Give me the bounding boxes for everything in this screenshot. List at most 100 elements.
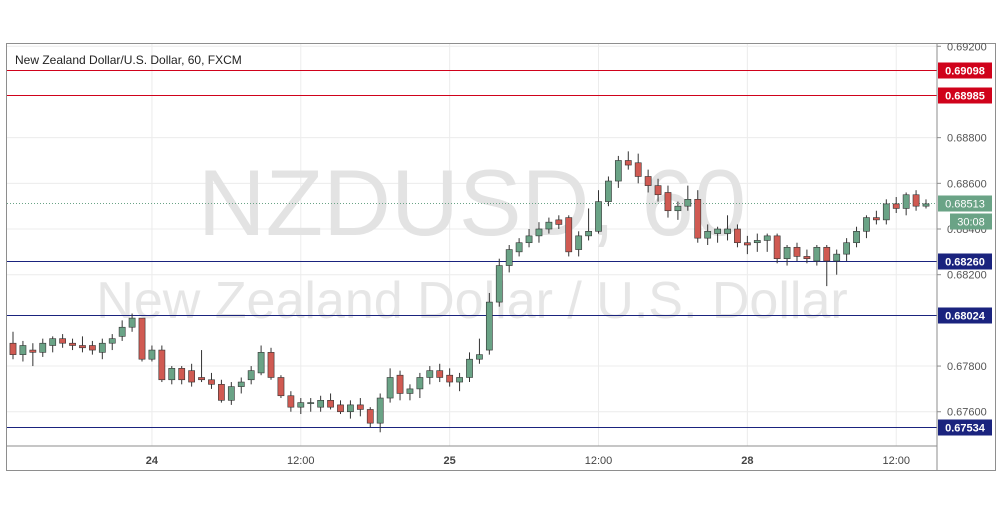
countdown-label: 30:08: [957, 217, 985, 229]
candle: [892, 197, 900, 214]
candle: [634, 153, 642, 184]
chart-panel[interactable]: [6, 43, 996, 471]
candle-body: [148, 349, 156, 360]
candle-body: [654, 185, 662, 196]
price-labels: 0.69098 0.68985 0.68260 0.68024 0.67534 0.685…: [938, 62, 992, 436]
candle: [356, 398, 364, 417]
candle-body: [208, 379, 215, 385]
candle: [674, 201, 682, 220]
candle: [347, 400, 354, 419]
candle: [485, 292, 493, 355]
y-tick-label: 0.68800: [947, 133, 987, 145]
candle-body: [724, 228, 731, 234]
candle: [873, 210, 880, 225]
candle-body: [892, 203, 900, 209]
candle: [188, 363, 196, 387]
candle: [525, 229, 533, 248]
price-lines: [7, 70, 937, 428]
candle: [79, 336, 86, 353]
candle-body: [614, 160, 622, 182]
candle: [555, 215, 563, 230]
watermark-name: New Zealand Dollar / U.S. Dollar: [96, 272, 847, 330]
price-level-badge: [938, 307, 992, 324]
candle-body: [793, 246, 801, 257]
candle-body: [327, 400, 334, 408]
candle: [307, 398, 315, 412]
candle-body: [882, 203, 890, 221]
candle: [227, 382, 235, 405]
candle: [753, 233, 761, 252]
candle-body: [505, 249, 513, 266]
candle: [138, 317, 146, 362]
price-level-label: 0.69098: [945, 66, 985, 78]
candle: [565, 215, 573, 257]
candle: [49, 336, 57, 353]
candle-body: [98, 342, 106, 353]
candle-body: [416, 377, 424, 390]
candle-body: [19, 345, 27, 355]
last-price-label: 0.68513: [945, 199, 985, 211]
candle: [694, 190, 702, 243]
candle-body: [853, 230, 860, 244]
candle-body: [168, 368, 176, 381]
candle: [108, 334, 116, 351]
price-level-badge: [938, 87, 992, 104]
y-tick-label: 0.68600: [947, 178, 987, 190]
candle: [9, 331, 17, 360]
candle-body: [69, 342, 76, 346]
candle: [922, 199, 930, 209]
price-level-badge: [938, 419, 992, 436]
candle: [98, 338, 106, 360]
candle-body: [386, 377, 394, 399]
candle-body: [873, 217, 880, 221]
candle-body: [565, 217, 573, 253]
candle: [803, 249, 811, 264]
candle-body: [376, 397, 384, 424]
candle: [833, 249, 841, 275]
candle-body: [49, 338, 57, 346]
candle-body: [247, 370, 255, 381]
candle: [267, 347, 275, 380]
candle-body: [118, 326, 126, 337]
candle: [118, 320, 126, 341]
candle: [327, 393, 334, 410]
candle-body: [198, 377, 205, 381]
candle: [724, 215, 731, 241]
candle: [237, 377, 245, 394]
candle-body: [664, 192, 672, 212]
x-tick-label: 25: [444, 455, 456, 467]
candle-body: [714, 228, 721, 234]
candle: [148, 345, 156, 362]
candle: [317, 395, 325, 412]
candle: [654, 178, 662, 202]
y-tick-label: 0.69200: [947, 41, 987, 53]
chart-title: New Zealand Dollar/U.S. Dollar, 60, FXCM: [15, 53, 242, 67]
candle-body: [267, 352, 275, 378]
candle: [664, 185, 672, 218]
candle-body: [178, 368, 186, 381]
candle-body: [227, 386, 235, 401]
candle: [29, 343, 37, 367]
candle-body: [743, 242, 751, 246]
candle-body: [218, 384, 225, 401]
candle-body: [773, 235, 781, 260]
candle: [704, 224, 712, 245]
price-level-badge: [938, 62, 992, 79]
candle-body: [287, 395, 295, 408]
candle-body: [257, 352, 265, 374]
candle: [505, 245, 513, 273]
x-tick-label: 24: [146, 455, 159, 467]
y-tick-label: 0.68200: [947, 270, 987, 282]
countdown-badge: [950, 213, 992, 230]
candle: [376, 393, 384, 433]
candle-body: [783, 246, 791, 260]
candle: [575, 231, 583, 257]
y-tick-label: 0.67800: [947, 361, 987, 373]
candle-body: [237, 381, 245, 387]
x-tick-label: 12:00: [882, 455, 910, 467]
candle-body: [912, 194, 920, 207]
candle: [247, 366, 255, 385]
candle-body: [446, 374, 454, 383]
